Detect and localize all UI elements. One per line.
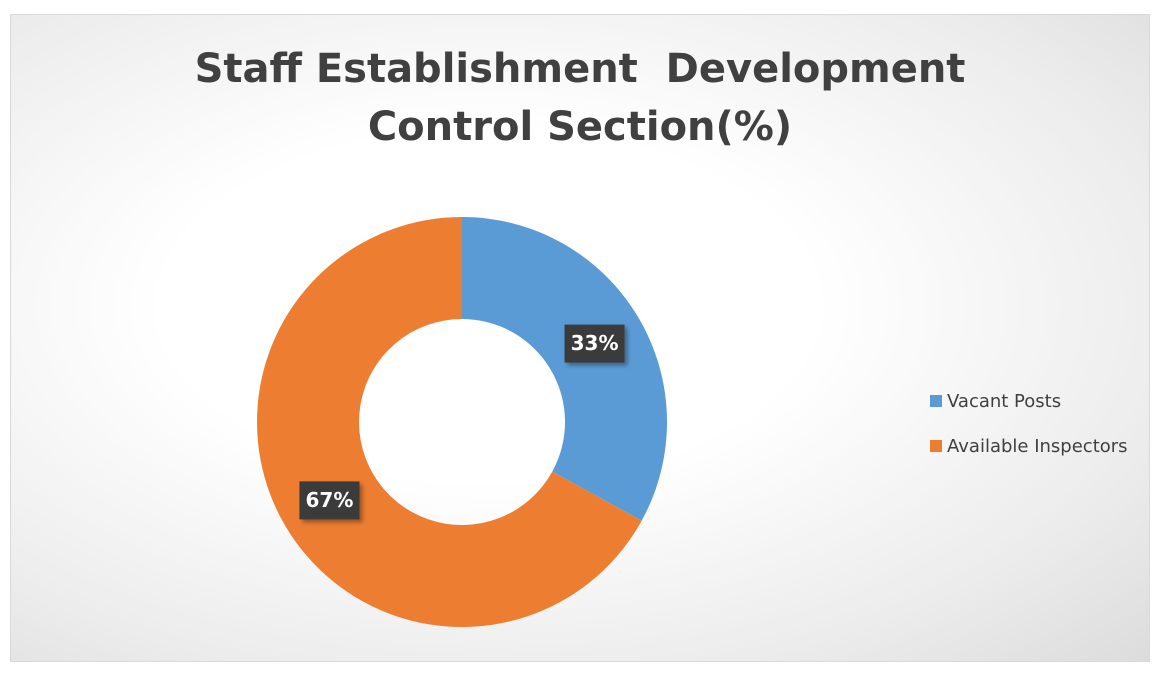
legend-swatch: [930, 395, 942, 407]
legend-label: Vacant Posts: [947, 391, 1061, 412]
legend-swatch: [930, 440, 942, 452]
donut-segment: [462, 217, 668, 521]
legend-label: Available Inspectors: [947, 436, 1128, 457]
label-box: [299, 481, 360, 520]
label-box: [564, 324, 625, 363]
chart-title: Staff Establishment Development Control …: [194, 46, 980, 150]
donut-segment: [257, 217, 642, 627]
data-label: 67%: [306, 488, 354, 512]
data-label: 33%: [571, 331, 619, 355]
